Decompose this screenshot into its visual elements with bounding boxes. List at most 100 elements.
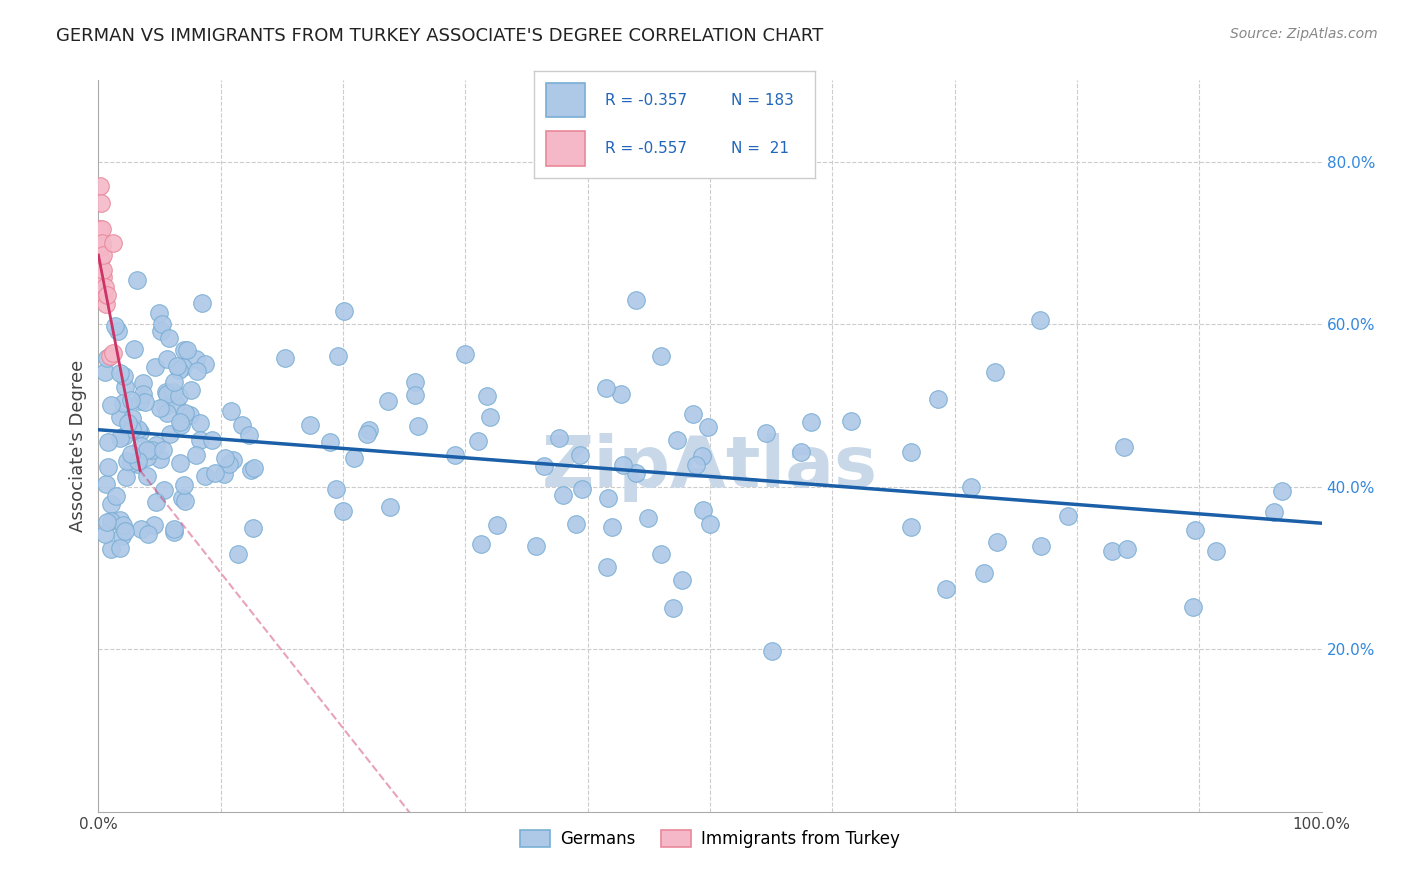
Point [1181, 599, 1204, 614]
Point [551, 488, 574, 502]
Point [152, 317, 174, 331]
Point [121, 422, 143, 436]
Y-axis label: Associate's Degree: Associate's Degree [69, 359, 87, 533]
Point [89, 222, 111, 236]
Point [93, 287, 115, 301]
Point [1029, 313, 1052, 327]
Point [149, 324, 172, 338]
Point [596, 560, 619, 574]
Point [90, 222, 112, 236]
Point [839, 414, 862, 428]
Point [299, 418, 322, 433]
Point [650, 548, 672, 562]
Point [666, 434, 689, 448]
Point [127, 422, 149, 436]
Point [125, 273, 148, 287]
Point [117, 416, 139, 430]
Point [134, 395, 156, 409]
Point [132, 387, 155, 401]
Point [132, 376, 155, 391]
Point [170, 418, 193, 433]
Point [201, 433, 224, 447]
Bar [546, 83, 585, 118]
Point [141, 442, 163, 457]
Point [104, 319, 127, 334]
Point [761, 644, 783, 658]
Point [699, 516, 721, 531]
Point [1263, 505, 1285, 519]
Point [188, 416, 211, 430]
Point [650, 350, 672, 364]
Point [153, 483, 176, 498]
Point [100, 542, 122, 557]
Point [406, 418, 429, 433]
Text: R = -0.557: R = -0.557 [605, 141, 686, 156]
Point [129, 523, 152, 537]
Point [143, 518, 166, 533]
Point [359, 423, 381, 437]
Point [108, 367, 131, 381]
Point [120, 393, 142, 408]
Point [443, 449, 465, 463]
Point [186, 364, 208, 378]
Point [155, 385, 177, 400]
Point [149, 452, 172, 467]
Point [107, 324, 129, 338]
Point [602, 520, 624, 534]
Point [143, 359, 166, 374]
Point [343, 450, 366, 465]
Point [149, 401, 172, 416]
Point [176, 343, 198, 358]
Point [124, 343, 146, 357]
Point [404, 375, 426, 389]
Point [169, 415, 191, 429]
Point [983, 365, 1005, 379]
Point [163, 522, 186, 536]
Point [242, 520, 264, 534]
Point [94, 297, 117, 311]
Point [184, 351, 207, 366]
Point [188, 433, 211, 447]
Point [112, 396, 135, 410]
Point [685, 458, 707, 472]
Point [152, 443, 174, 458]
Point [204, 467, 226, 481]
Point [105, 489, 128, 503]
Point [900, 520, 922, 534]
Point [93, 365, 115, 379]
Point [91, 270, 114, 285]
Point [800, 415, 823, 429]
Point [114, 524, 136, 538]
Point [112, 368, 135, 383]
Point [129, 393, 152, 408]
Point [186, 448, 208, 462]
Point [156, 387, 179, 401]
Text: Source: ZipAtlas.com: Source: ZipAtlas.com [1230, 27, 1378, 41]
Point [156, 406, 179, 420]
Point [610, 387, 633, 401]
Point [194, 358, 217, 372]
Point [333, 304, 356, 318]
Point [239, 463, 262, 477]
Point [96, 476, 118, 491]
Point [148, 305, 170, 319]
Point [100, 398, 122, 412]
Point [91, 248, 114, 262]
Point [170, 491, 193, 506]
Point [145, 495, 167, 509]
Point [486, 517, 509, 532]
Point [1101, 544, 1123, 558]
Point [475, 389, 498, 403]
Point [167, 388, 190, 402]
Point [145, 438, 167, 452]
Point [986, 535, 1008, 549]
Point [90, 239, 112, 253]
Point [682, 407, 704, 421]
Point [900, 444, 922, 458]
Point [121, 410, 143, 425]
Point [110, 541, 132, 555]
Bar [546, 131, 585, 166]
Point [89, 252, 111, 266]
Point [790, 445, 813, 459]
Point [108, 431, 131, 445]
